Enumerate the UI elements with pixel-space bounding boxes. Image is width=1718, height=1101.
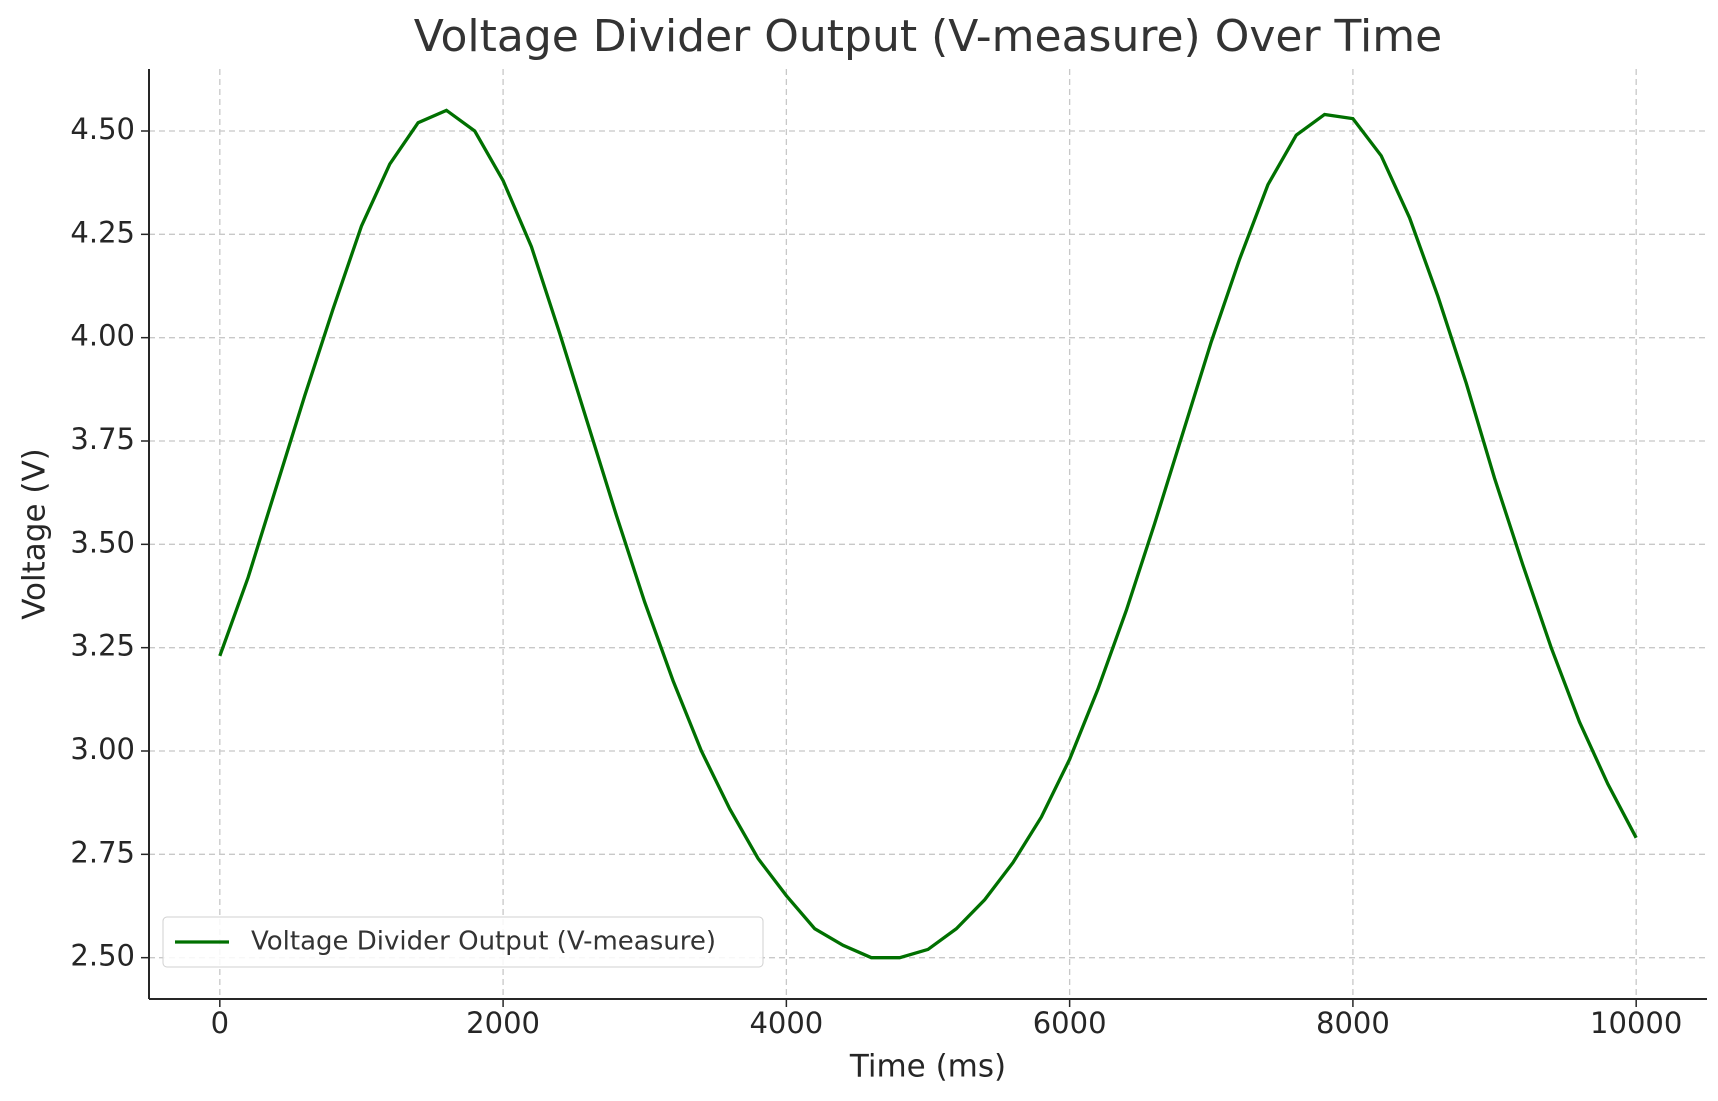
y-tick-label: 4.00 — [70, 319, 135, 353]
y-tick-label: 3.00 — [70, 732, 135, 766]
x-tick-label: 4000 — [749, 1006, 823, 1040]
y-tick-label: 3.75 — [70, 422, 135, 456]
y-tick-label: 3.25 — [70, 629, 135, 663]
x-axis-label: Time (ms) — [849, 1049, 1006, 1085]
x-tick-label: 6000 — [1033, 1006, 1107, 1040]
y-tick-label: 3.50 — [70, 525, 135, 559]
x-tick-label: 0 — [211, 1006, 229, 1040]
legend-box — [162, 916, 764, 968]
x-tick-label: 10000 — [1590, 1006, 1682, 1040]
y-tick-label: 4.50 — [70, 112, 135, 146]
x-tick-label: 8000 — [1316, 1006, 1390, 1040]
y-tick-label: 2.75 — [70, 835, 135, 869]
y-tick-label: 2.50 — [70, 939, 135, 973]
chart-title: Voltage Divider Output (V-measure) Over … — [414, 11, 1442, 62]
y-axis-label: Voltage (V) — [17, 448, 53, 620]
y-tick-label: 4.25 — [70, 215, 135, 249]
x-tick-label: 2000 — [466, 1006, 540, 1040]
legend-label: Voltage Divider Output (V-measure) — [251, 927, 716, 957]
data-line — [218, 108, 1638, 960]
